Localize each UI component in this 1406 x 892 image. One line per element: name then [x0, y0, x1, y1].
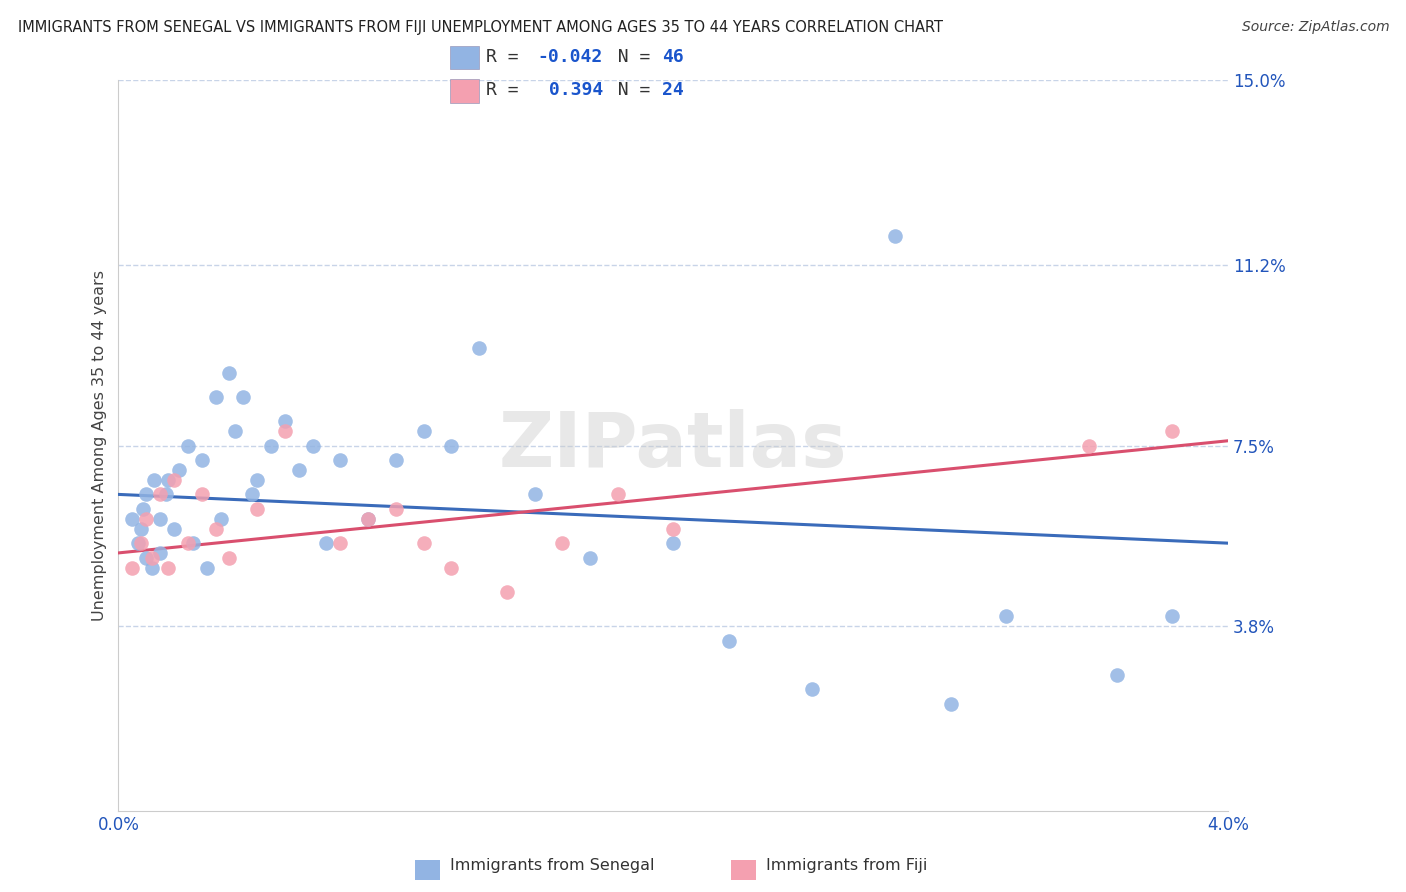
Text: Source: ZipAtlas.com: Source: ZipAtlas.com — [1241, 20, 1389, 34]
Point — [240, 487, 263, 501]
Y-axis label: Unemployment Among Ages 35 to 44 years: Unemployment Among Ages 35 to 44 years — [93, 270, 107, 621]
Point — [995, 609, 1018, 624]
Point — [157, 473, 180, 487]
Point — [132, 502, 155, 516]
Point — [121, 560, 143, 574]
Text: 46: 46 — [662, 48, 683, 66]
Text: 24: 24 — [662, 81, 683, 99]
Point — [495, 585, 517, 599]
Point — [209, 512, 232, 526]
Text: Immigrants from Fiji: Immigrants from Fiji — [766, 858, 928, 872]
Point — [1161, 424, 1184, 438]
Point — [260, 439, 283, 453]
Point — [135, 550, 157, 565]
Point — [177, 439, 200, 453]
Point — [939, 697, 962, 711]
Point — [163, 473, 186, 487]
Text: Immigrants from Senegal: Immigrants from Senegal — [450, 858, 654, 872]
Point — [149, 487, 172, 501]
Point — [135, 487, 157, 501]
Point — [412, 424, 434, 438]
Point — [195, 560, 218, 574]
Point — [157, 560, 180, 574]
Point — [301, 439, 323, 453]
Point — [606, 487, 628, 501]
Point — [468, 341, 491, 355]
Point — [1105, 668, 1128, 682]
Point — [169, 463, 191, 477]
Point — [149, 546, 172, 560]
Point — [579, 550, 602, 565]
Text: R =: R = — [485, 81, 529, 99]
Point — [129, 536, 152, 550]
Point — [246, 473, 269, 487]
Point — [523, 487, 546, 501]
Point — [218, 366, 240, 380]
Text: 0.394: 0.394 — [537, 81, 603, 99]
Bar — [450, 45, 479, 70]
Point — [183, 536, 205, 550]
Point — [141, 560, 163, 574]
Point — [190, 453, 212, 467]
Point — [143, 473, 166, 487]
Text: R =: R = — [485, 48, 529, 66]
Point — [440, 439, 463, 453]
Point — [1078, 439, 1101, 453]
Point — [204, 522, 226, 536]
Point — [224, 424, 246, 438]
Point — [357, 512, 380, 526]
Point — [329, 453, 352, 467]
Text: N =: N = — [596, 48, 662, 66]
Point — [662, 522, 685, 536]
Point — [385, 502, 408, 516]
Point — [163, 522, 186, 536]
Point — [1161, 609, 1184, 624]
Point — [149, 512, 172, 526]
Point — [357, 512, 380, 526]
Point — [129, 522, 152, 536]
Point — [204, 390, 226, 404]
Point — [141, 550, 163, 565]
Point — [218, 550, 240, 565]
Text: -0.042: -0.042 — [537, 48, 603, 66]
Point — [385, 453, 408, 467]
Bar — [450, 78, 479, 103]
Text: ZIPatlas: ZIPatlas — [499, 409, 848, 483]
Point — [274, 414, 297, 428]
Text: N =: N = — [596, 81, 662, 99]
Point — [127, 536, 149, 550]
Point — [800, 682, 823, 697]
Point — [190, 487, 212, 501]
Point — [274, 424, 297, 438]
Point — [440, 560, 463, 574]
Point — [551, 536, 574, 550]
Point — [246, 502, 269, 516]
Point — [287, 463, 309, 477]
Point — [662, 536, 685, 550]
Point — [329, 536, 352, 550]
Point — [315, 536, 337, 550]
Text: IMMIGRANTS FROM SENEGAL VS IMMIGRANTS FROM FIJI UNEMPLOYMENT AMONG AGES 35 TO 44: IMMIGRANTS FROM SENEGAL VS IMMIGRANTS FR… — [18, 20, 943, 35]
Point — [717, 633, 740, 648]
Point — [155, 487, 177, 501]
Point — [121, 512, 143, 526]
Point — [232, 390, 254, 404]
Point — [135, 512, 157, 526]
Point — [412, 536, 434, 550]
Point — [177, 536, 200, 550]
Point — [884, 229, 907, 244]
